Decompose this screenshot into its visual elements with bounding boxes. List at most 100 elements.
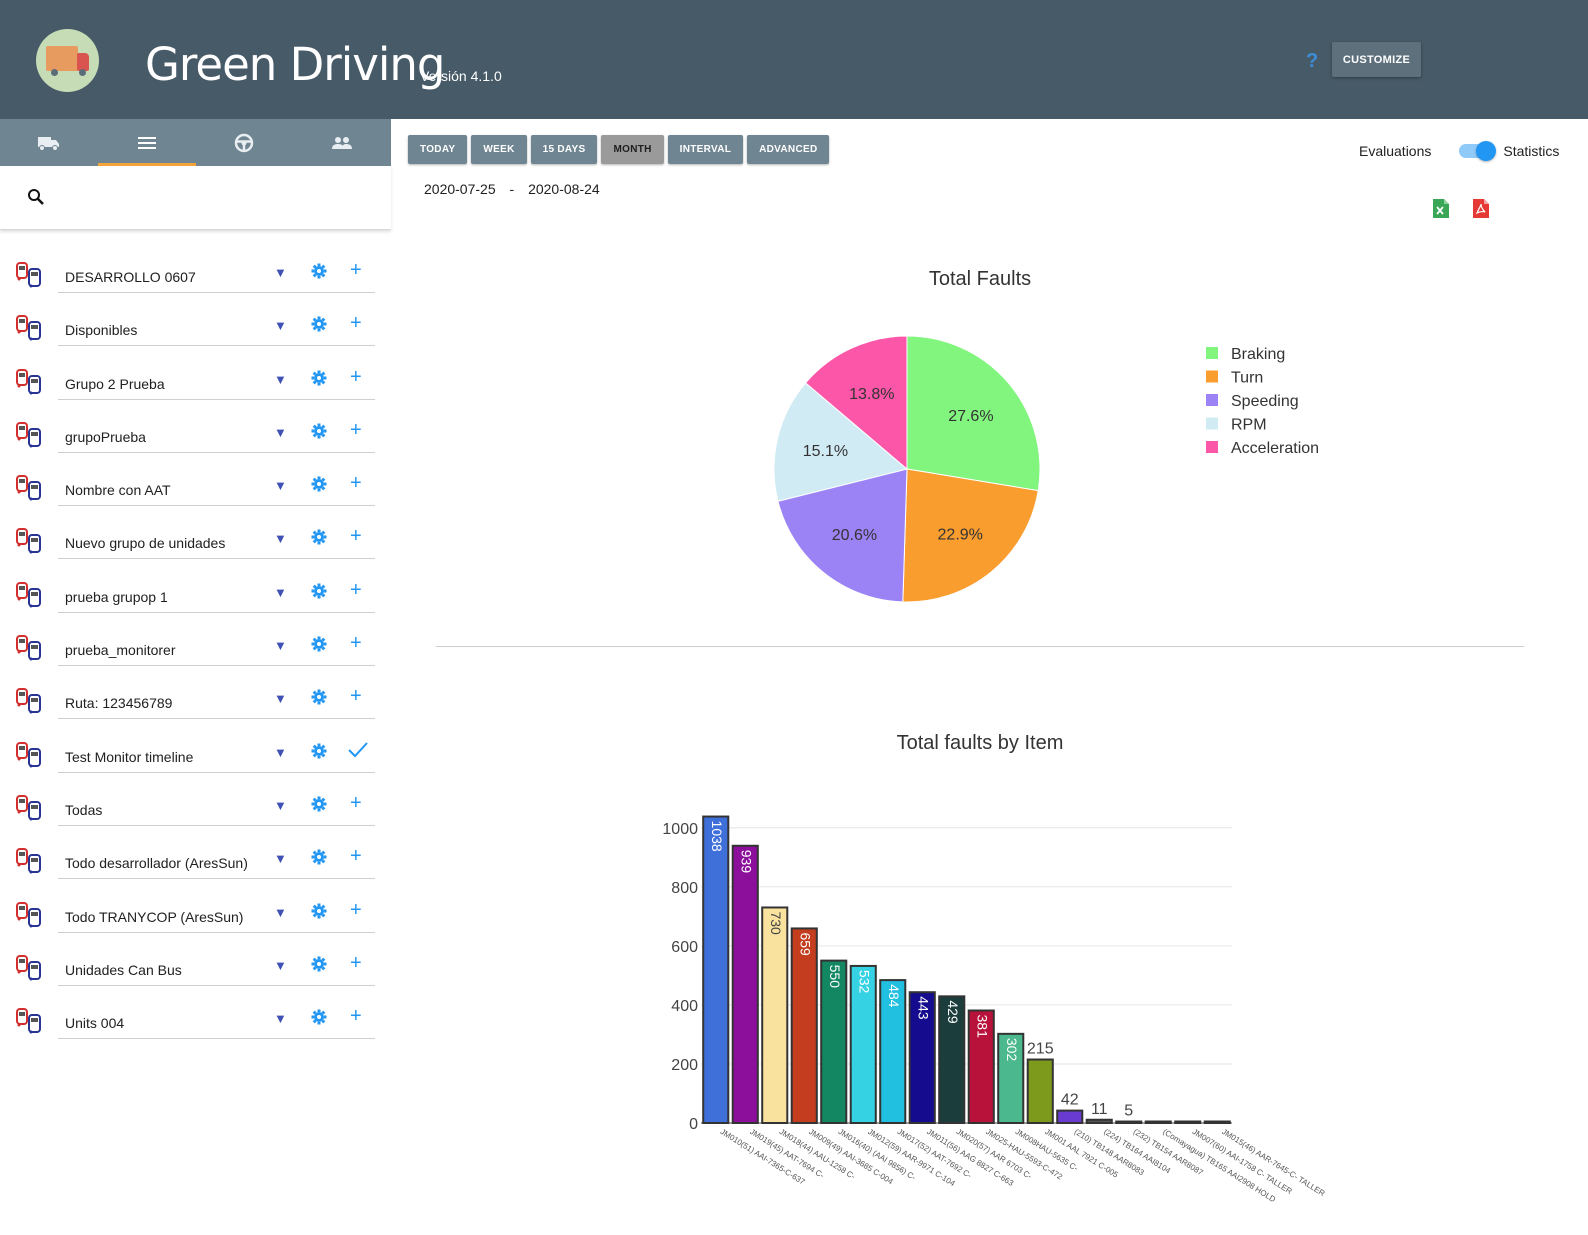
gear-icon[interactable] [311, 903, 327, 919]
tab-groups[interactable] [97, 119, 196, 166]
group-row[interactable]: prueba_monitorer ▼ + [0, 623, 391, 676]
legend-label[interactable]: RPM [1231, 417, 1267, 434]
range-button-interval[interactable]: INTERVAL [667, 135, 744, 164]
gear-icon[interactable] [311, 423, 327, 439]
add-icon[interactable]: + [350, 1005, 362, 1028]
group-row[interactable]: Todo TRANYCOP (AresSun) ▼ + [0, 890, 391, 943]
group-row[interactable]: Grupo 2 Prueba ▼ + [0, 357, 391, 410]
customize-button[interactable]: CUSTOMIZE [1332, 42, 1421, 77]
gear-icon[interactable] [311, 316, 327, 332]
legend-label[interactable]: Speeding [1231, 393, 1299, 410]
bar[interactable] [997, 1032, 1025, 1125]
gear-icon[interactable] [311, 956, 327, 972]
dropdown-arrow-icon[interactable]: ▼ [274, 531, 287, 547]
bar[interactable] [879, 979, 907, 1124]
dropdown-arrow-icon[interactable]: ▼ [274, 371, 287, 387]
group-row[interactable]: Disponibles ▼ + [0, 303, 391, 356]
group-row[interactable]: grupoPrueba ▼ + [0, 410, 391, 463]
legend-label[interactable]: Braking [1231, 346, 1285, 363]
dropdown-arrow-icon[interactable]: ▼ [274, 691, 287, 707]
group-row[interactable]: Todo desarrollador (AresSun) ▼ + [0, 836, 391, 889]
bar[interactable] [967, 1009, 995, 1124]
bar[interactable] [820, 959, 848, 1124]
gear-icon[interactable] [311, 796, 327, 812]
group-row[interactable]: Units 004 ▼ + [0, 996, 391, 1049]
group-row[interactable]: Todas ▼ + [0, 783, 391, 836]
bar[interactable] [731, 844, 759, 1125]
group-row[interactable]: Nuevo grupo de unidades ▼ + [0, 516, 391, 569]
range-button-month[interactable]: MONTH [601, 135, 664, 164]
tab-drivers[interactable] [196, 119, 294, 166]
dropdown-arrow-icon[interactable]: ▼ [274, 318, 287, 334]
dropdown-arrow-icon[interactable]: ▼ [274, 797, 287, 813]
dropdown-arrow-icon[interactable]: ▼ [274, 904, 287, 920]
range-button-15-days[interactable]: 15 DAYS [530, 135, 598, 164]
bar[interactable] [1144, 1120, 1172, 1124]
bar[interactable] [702, 815, 730, 1125]
bar[interactable] [1056, 1109, 1084, 1125]
group-row[interactable]: Nombre con AAT ▼ + [0, 463, 391, 516]
evaluations-statistics-switch[interactable] [1459, 141, 1497, 161]
bar[interactable] [790, 927, 818, 1124]
bar[interactable] [761, 906, 789, 1124]
gear-icon[interactable] [311, 849, 327, 865]
dropdown-arrow-icon[interactable]: ▼ [274, 851, 287, 867]
gear-icon[interactable] [311, 529, 327, 545]
add-icon[interactable]: + [350, 791, 362, 814]
bar[interactable] [908, 991, 936, 1124]
bar[interactable] [849, 964, 877, 1124]
tab-units[interactable] [0, 119, 98, 166]
legend-label[interactable]: Turn [1231, 370, 1263, 387]
add-icon[interactable]: + [350, 632, 362, 655]
add-icon[interactable]: + [350, 472, 362, 495]
gear-icon[interactable] [311, 636, 327, 652]
group-row[interactable]: Test Monitor timeline ▼ [0, 730, 391, 783]
range-button-advanced[interactable]: ADVANCED [747, 135, 830, 164]
range-button-week[interactable]: WEEK [471, 135, 527, 164]
add-icon[interactable]: + [350, 845, 362, 868]
check-icon[interactable] [347, 741, 369, 759]
group-row[interactable]: Unidades Can Bus ▼ + [0, 943, 391, 996]
search-box[interactable] [0, 166, 391, 230]
dropdown-arrow-icon[interactable]: ▼ [274, 265, 287, 280]
gear-icon[interactable] [311, 263, 327, 279]
add-icon[interactable]: + [350, 259, 362, 281]
add-icon[interactable]: + [350, 365, 362, 388]
dropdown-arrow-icon[interactable]: ▼ [274, 584, 287, 600]
bar[interactable] [938, 995, 966, 1124]
add-icon[interactable]: + [350, 578, 362, 601]
dropdown-arrow-icon[interactable]: ▼ [274, 478, 287, 494]
excel-export-icon[interactable] [1433, 199, 1449, 218]
dropdown-arrow-icon[interactable]: ▼ [274, 638, 287, 654]
bar[interactable] [1115, 1120, 1143, 1124]
legend-label[interactable]: Acceleration [1231, 440, 1319, 457]
gear-icon[interactable] [311, 1009, 327, 1025]
gear-icon[interactable] [311, 476, 327, 492]
add-icon[interactable]: + [350, 525, 362, 548]
gear-icon[interactable] [311, 689, 327, 705]
bar[interactable] [1026, 1058, 1054, 1124]
add-icon[interactable]: + [350, 312, 362, 335]
search-icon[interactable] [27, 188, 45, 206]
gear-icon[interactable] [311, 743, 327, 759]
group-row[interactable]: prueba grupop 1 ▼ + [0, 570, 391, 623]
gear-icon[interactable] [311, 370, 327, 386]
bar[interactable] [1174, 1120, 1202, 1124]
add-icon[interactable]: + [350, 418, 362, 441]
add-icon[interactable]: + [350, 685, 362, 708]
add-icon[interactable]: + [350, 951, 362, 974]
dropdown-arrow-icon[interactable]: ▼ [274, 424, 287, 440]
dropdown-arrow-icon[interactable]: ▼ [274, 957, 287, 973]
pdf-export-icon[interactable] [1473, 199, 1489, 218]
dropdown-arrow-icon[interactable]: ▼ [274, 1011, 287, 1027]
pie-slice-acceleration[interactable] [804, 335, 908, 471]
group-row[interactable]: Ruta: 123456789 ▼ + [0, 676, 391, 729]
switch-knob[interactable] [1476, 141, 1497, 161]
pie-slice-speeding[interactable] [777, 468, 908, 603]
add-icon[interactable]: + [350, 898, 362, 921]
pie-slice-braking[interactable] [906, 335, 1041, 492]
bar[interactable] [1203, 1120, 1231, 1124]
dropdown-arrow-icon[interactable]: ▼ [274, 744, 287, 760]
tab-users[interactable] [293, 119, 391, 166]
pie-slice-rpm[interactable] [773, 382, 909, 502]
